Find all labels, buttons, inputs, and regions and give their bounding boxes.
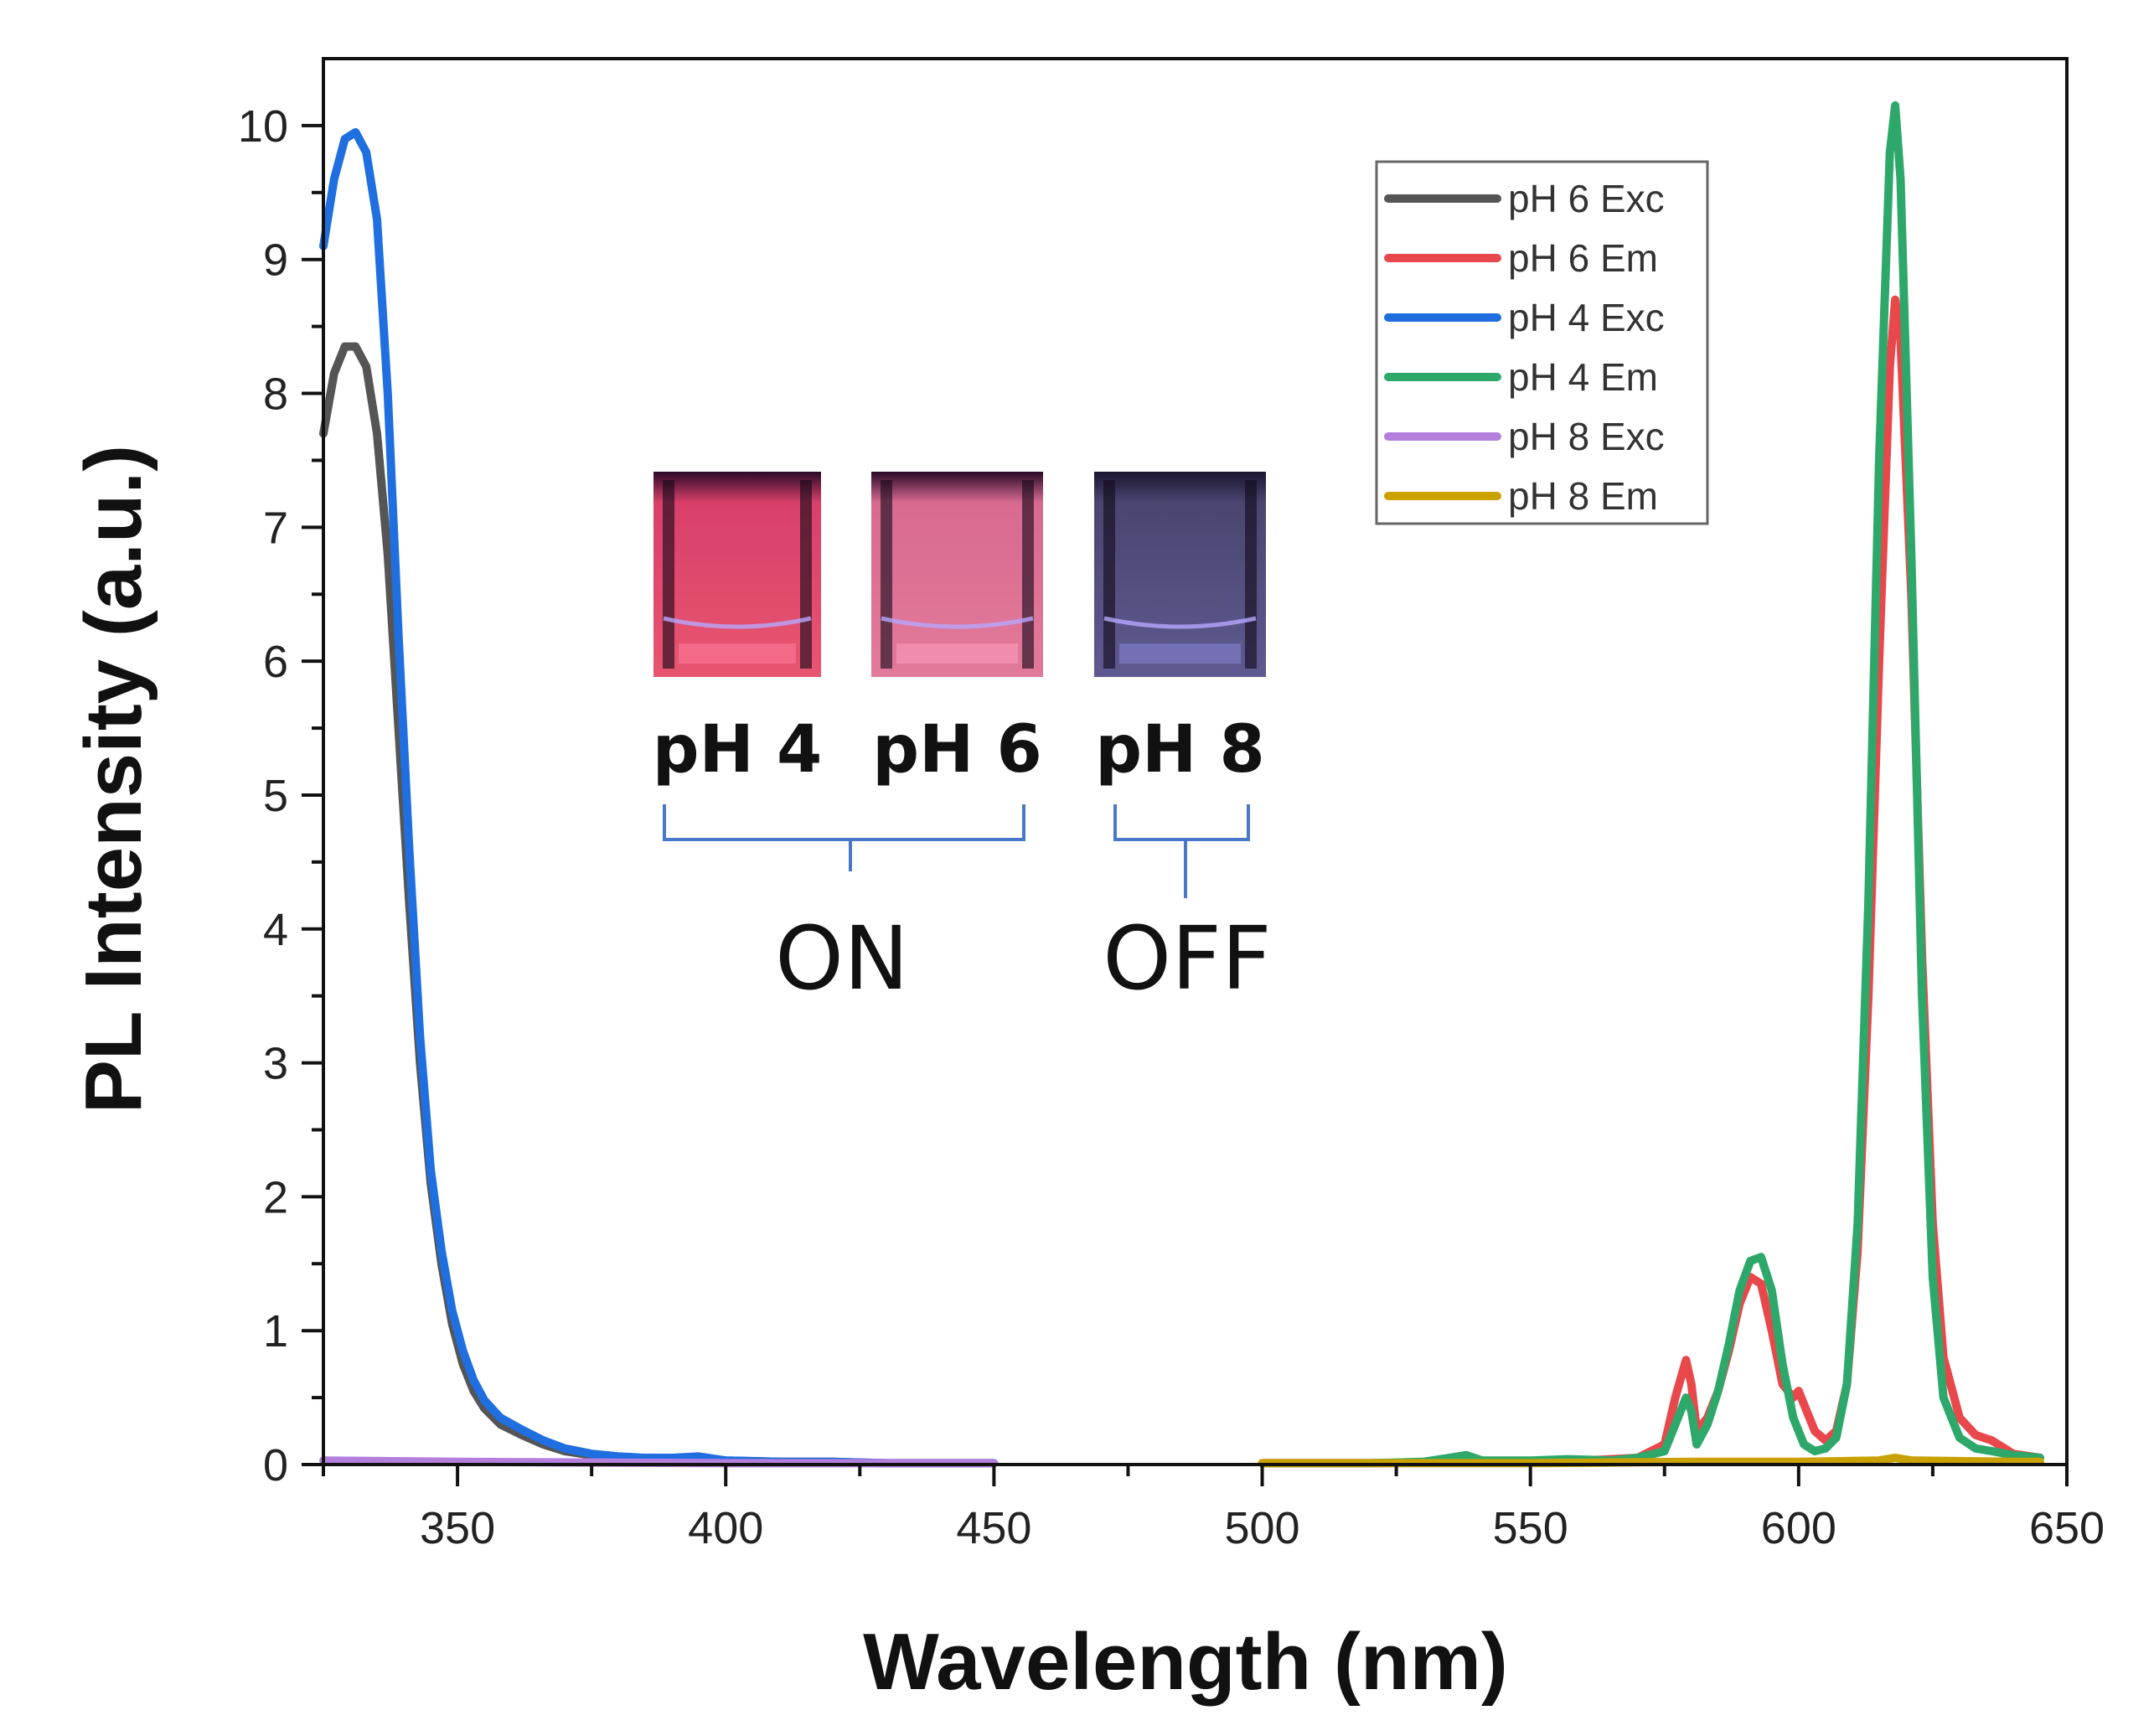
state-label-off: OFF <box>1103 907 1272 1010</box>
legend: pH 6 Exc pH 6 Em pH 4 Exc pH 4 Em pH 8 Exc pH… <box>1375 160 1709 525</box>
series-line-ph-8-em <box>1258 1454 2044 1468</box>
y-tick-label: 0 <box>263 1440 288 1491</box>
vial-glow <box>896 643 1018 664</box>
legend-entry: pH 8 Em <box>1508 474 1658 518</box>
inset-illustration: pH 4 pH 6 pH 8 ON OFF <box>653 472 1272 1010</box>
legend-entry: pH 4 Exc <box>1508 296 1665 339</box>
x-tick-label: 350 <box>420 1503 495 1553</box>
y-tick-label: 9 <box>263 235 288 286</box>
vial-liquid <box>1094 472 1266 677</box>
meniscus-ring <box>663 616 812 629</box>
vial-label: pH 4 <box>653 712 823 788</box>
y-tick-label: 4 <box>263 905 288 955</box>
series-line-ph-8-exc <box>319 1456 999 1468</box>
vial-photo <box>871 472 1043 677</box>
vial-liquid <box>871 472 1043 677</box>
axes-layer: 350 400 450 500 550 600 650 0 1 2 3 4 5 6 7 8 9 10 <box>238 57 2105 1553</box>
y-tick-label: 8 <box>263 369 288 420</box>
plot-frame <box>322 57 2069 1466</box>
x-tick-label: 650 <box>2029 1503 2105 1553</box>
x-tick-label: 450 <box>956 1503 1031 1553</box>
y-tick-label: 3 <box>263 1039 288 1089</box>
legend-entry: pH 4 Em <box>1508 355 1658 399</box>
x-tick-label: 500 <box>1224 1503 1299 1553</box>
vial-glow <box>679 643 796 664</box>
y-axis-title: PL Intensity (a.u.) <box>69 445 158 1113</box>
legend-entry: pH 6 Em <box>1508 236 1658 280</box>
y-tick-label: 10 <box>238 101 288 152</box>
legend-entry: pH 8 Exc <box>1508 415 1665 458</box>
vial-glow <box>1119 643 1241 664</box>
x-tick-label: 550 <box>1493 1503 1568 1553</box>
meniscus-ring <box>1103 616 1257 629</box>
legend-entry: pH 6 Exc <box>1508 177 1665 220</box>
y-tick-label: 2 <box>263 1172 288 1222</box>
x-tick-label: 400 <box>688 1503 763 1553</box>
vial-photo <box>653 472 821 677</box>
on-bracket <box>663 804 1025 871</box>
vial-label: pH 6 <box>872 712 1042 788</box>
off-bracket <box>1113 804 1250 898</box>
meniscus-ring <box>881 616 1034 629</box>
vial-photo <box>1094 472 1266 677</box>
series-line-ph-4-exc <box>319 127 999 1468</box>
vial-liquid <box>653 472 821 677</box>
state-label-on: ON <box>775 907 909 1010</box>
x-axis-title: Wavelength (nm) <box>863 1617 1508 1707</box>
series-layer <box>319 101 2044 1468</box>
y-tick-label: 1 <box>263 1306 288 1356</box>
y-tick-label: 7 <box>263 503 288 553</box>
y-tick-label: 6 <box>263 637 288 687</box>
x-tick-label: 600 <box>1761 1503 1836 1553</box>
vial-label: pH 8 <box>1095 712 1265 788</box>
y-tick-label: 5 <box>263 771 288 821</box>
legend-box <box>1375 160 1709 525</box>
